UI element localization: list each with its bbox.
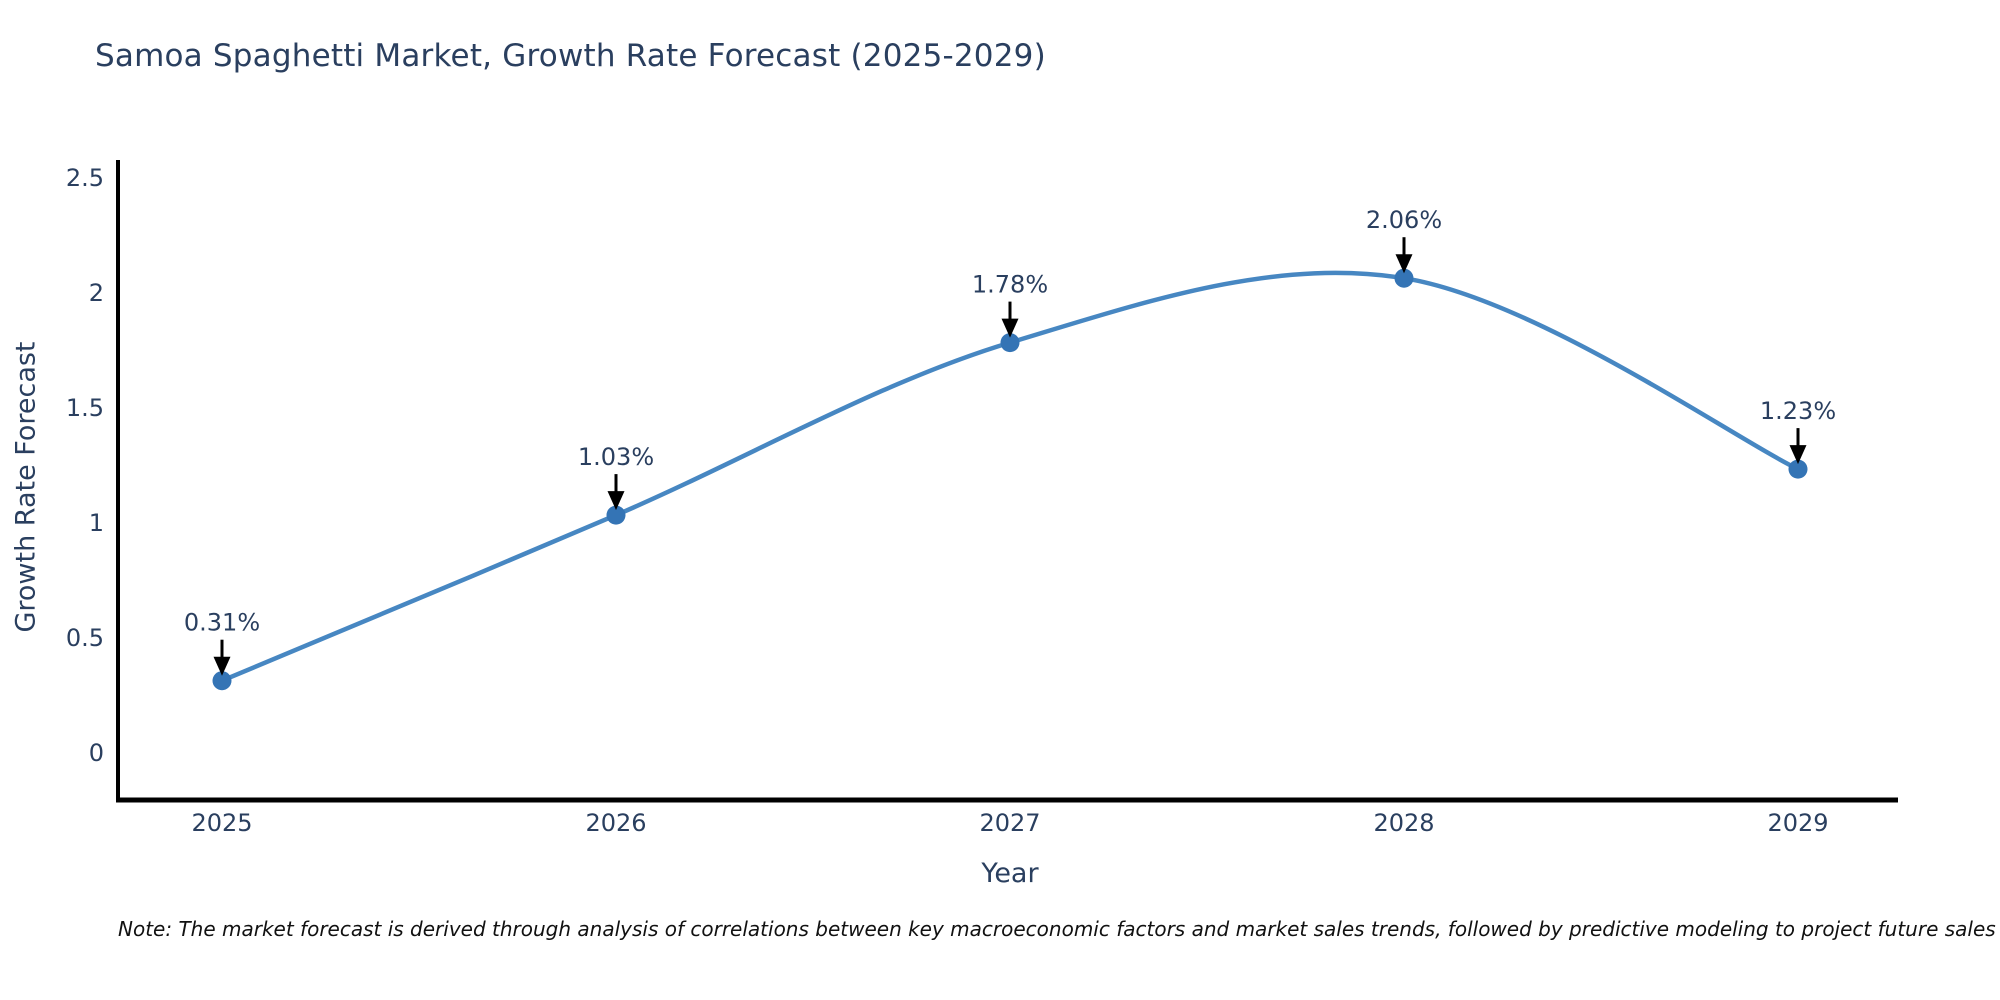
annotation-label: 1.78% <box>972 271 1048 299</box>
x-tick-label: 2028 <box>1373 809 1434 837</box>
data-point-marker[interactable] <box>606 505 626 525</box>
y-tick-label: 2 <box>89 279 104 307</box>
x-tick-label: 2025 <box>191 809 252 837</box>
y-tick-label: 2.5 <box>66 164 104 192</box>
annotation-label: 1.03% <box>578 443 654 471</box>
data-point-marker[interactable] <box>1394 268 1414 288</box>
annotation-arrowhead <box>213 656 231 676</box>
annotation-arrowhead <box>1789 445 1807 465</box>
x-axis-title: Year <box>981 858 1039 889</box>
x-tick-label: 2027 <box>979 809 1040 837</box>
chart-title: Samoa Spaghetti Market, Growth Rate Fore… <box>95 38 1046 74</box>
y-tick-label: 1.5 <box>66 394 104 422</box>
x-tick-label: 2026 <box>585 809 646 837</box>
annotation-label: 0.31% <box>184 609 260 637</box>
y-tick-label: 0 <box>89 739 104 767</box>
annotation-arrowhead <box>1395 254 1413 274</box>
annotation-label: 2.06% <box>1366 206 1442 234</box>
y-tick-label: 1 <box>89 509 104 537</box>
annotation-label: 1.23% <box>1760 397 1836 425</box>
y-axis-title: Growth Rate Forecast <box>10 341 42 633</box>
footnote: Note: The market forecast is derived thr… <box>118 917 1996 941</box>
data-point-marker[interactable] <box>1000 333 1020 353</box>
data-point-marker[interactable] <box>212 671 232 691</box>
annotation-arrowhead <box>607 491 625 511</box>
y-tick-label: 0.5 <box>66 624 104 652</box>
data-point-marker[interactable] <box>1788 459 1808 479</box>
x-tick-label: 2029 <box>1767 809 1828 837</box>
annotation-arrowhead <box>1001 318 1019 338</box>
